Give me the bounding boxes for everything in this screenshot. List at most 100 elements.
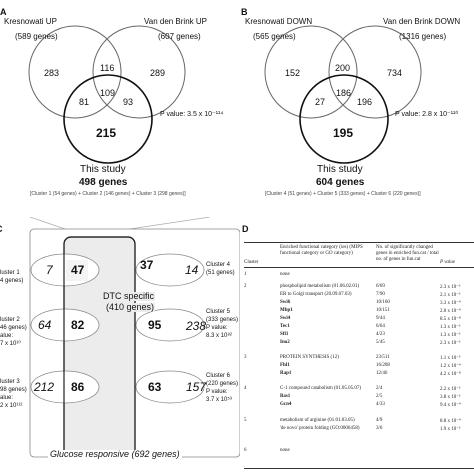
cluster-4-name: Cluster 4 [206,262,231,268]
venn-a-right-bottom: 93 [123,97,134,107]
row2-center-right: 95 [148,318,162,332]
table-cell-n: 7/90 [376,292,385,297]
table-cell-cat: Swi4 [280,316,291,321]
table-cell-n: 16/208 [376,363,390,368]
table-cell-cat: ER to Golgi transport (20.09.07.03) [280,292,352,297]
venn-b-right-circle [328,25,422,119]
panel-d-table: Enriched functional category (ies) (MIPS… [240,238,474,474]
table-cell-n: 2/4 [376,386,383,391]
table-cell-n: 23/511 [376,355,390,360]
table-cell-p: 2.0 x 10⁻⁴ [440,309,461,314]
table-cell-cat: Gcn4 [280,402,292,407]
venn-b-bottom-circle [299,74,389,164]
panel-c-shapes [29,217,240,458]
cluster-3-name: luster 3 [0,379,20,385]
venn-b-left-bottom: 27 [315,97,326,107]
table-cell-p: 1.1 x 10⁻³ [440,356,461,361]
table-cell-p: 8.8 x 10⁻⁴ [440,419,461,424]
venn-b-bottom-only: 195 [333,126,354,140]
venn-a-center: 109 [100,88,116,98]
cluster-6-genes: (220 genes) [206,381,239,387]
table-cell-p: 3.8 x 10⁻³ [440,395,461,400]
table-cell-n: 2/5 [376,394,383,399]
table-cell-cluster: 2 [244,284,247,289]
table-cell-cluster: 5 [244,418,247,423]
table-cell-n: 4/33 [376,402,385,407]
cluster-3-pv: 2 x 10¹¹² [0,403,23,409]
panel-b: B Kresnowati DOWN (565 genes) Van den Br… [237,0,474,237]
venn-b-right-count: (1316 genes) [399,32,447,41]
table-cell-p: 1.2 x 10⁻⁴ [440,364,461,369]
table-cell-cat: PROTEIN SYNTHESIS (12) [280,355,339,360]
header-pvalue: P value [440,260,456,265]
venn-b-left-circle [264,25,358,119]
table-cell-cat: metabolism of arginine (01.01.03.05) [280,418,355,423]
cluster-6-name: Cluster 6 [206,373,231,379]
connector-b-line [129,217,211,230]
panel-d-letter: D [242,224,249,234]
venn-a-bottom-circle [63,74,153,164]
table-cell-p: 4.2 x 10⁻⁸ [440,372,461,377]
table-cell-p: 1.3 x 10⁻³ [440,333,461,338]
venn-a-study-title: This study [80,164,126,175]
table-bottom-rule [244,468,474,469]
row1-right: 14 [185,263,199,277]
table-cell-cat: Rap1 [280,371,292,376]
panel-c: C luster 1 4 genes) luster 2 46 genes) a… [0,217,240,474]
cluster-6-pv: 3.7 x 10⁵³ [206,397,232,403]
row1-center-left: 47 [71,263,85,277]
table-cell-n: 5/45 [376,340,385,345]
table-cell-p: 8.5 x 10⁻⁸ [440,317,461,322]
table-cell-cat: none [280,272,290,277]
ellipse-c5-right [135,308,205,342]
table-cell-n: 6/64 [376,324,385,329]
cluster-5-name: Cluster 5 [206,309,231,315]
row1-left: 7 [46,263,53,277]
header-changed: No. of significantly changed genes in en… [376,245,439,262]
cluster-2-genes: 46 genes) [0,325,27,331]
venn-a-right-only: 289 [150,68,166,78]
venn-a-left-label: Kresnowati UP [4,17,57,26]
ellipse-c2-left [30,308,100,342]
venn-a-left-only: 283 [44,68,60,78]
venn-b-right-only: 734 [387,68,403,78]
table-cell-cat: Swi6 [280,300,291,305]
dtc-count: (410 genes) [105,302,156,312]
table-cell-cat: phospholipid metabolism (01.06.02.01) [280,284,360,289]
cluster-3-genes: 98 genes) [0,387,27,393]
cluster-2-p: alue: [0,333,14,339]
venn-b-left-right: 200 [335,63,351,73]
table-cell-cat: Tec1 [280,324,290,329]
table-cell-n: 10/151 [376,308,390,313]
table-cell-p: 3.3 x 10⁻⁴ [440,301,461,306]
table-cell-n: 6/69 [376,284,385,289]
table-cell-p: 1.3 x 10⁻³ [440,325,461,330]
venn-b-right-bottom: 196 [357,97,373,107]
header-category: Enriched functional category (ies) (MIPS… [280,245,363,256]
venn-b-pvalue: P value: 2.8 x 10⁻¹¹⁰ [395,111,459,118]
table-cell-cluster: 6 [244,448,247,453]
venn-b-left-count: (565 genes) [253,32,296,41]
row2-right: 238 [186,319,207,333]
venn-b-clusters: [Cluster 4 (51 genes) + Cluster 5 (333 g… [265,191,421,197]
table-cell-cat: Fhl1 [280,363,290,368]
table-cell-p: 2.3 x 10⁻³ [440,285,461,290]
ellipse-c4-right [135,253,205,287]
row1-center-right: 37 [140,258,154,272]
table-cell-n: 12/46 [376,371,388,376]
venn-a-left-count: (589 genes) [15,32,58,41]
table-cell-n: 4/23 [376,332,385,337]
table-cell-cat: Bas1 [280,394,291,399]
venn-a-pvalue: P value: 3.5 x 10⁻¹¹⁴ [160,111,224,118]
header-cluster: Cluster [244,260,259,265]
ellipse-c1-left [30,253,100,287]
venn-a-right-label: Van den Brink UP [144,17,207,26]
table-cell-p: 2.3 x 10⁻³ [440,341,461,346]
venn-a-left-bottom: 81 [79,97,90,107]
venn-a-right-count: (607 genes) [158,32,201,41]
cluster-6-p: P value: [206,389,228,395]
table-cell-cat: Sfl1 [280,332,289,337]
venn-a-right-circle [92,25,186,119]
table-cell-p: 1.9 x 10⁻³ [440,427,461,432]
venn-a-clusters: [Cluster 1 (54 genes) + Cluster 2 (146 g… [30,191,186,197]
